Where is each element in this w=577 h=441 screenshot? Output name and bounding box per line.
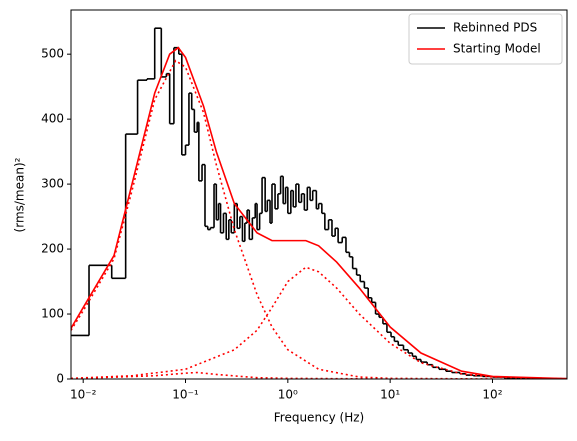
y-tick-label: 500 (41, 47, 64, 61)
legend-label: Starting Model (453, 42, 541, 56)
x-tick-label: 10¹ (380, 388, 400, 402)
y-tick-label: 100 (41, 307, 64, 321)
legend-label: Rebinned PDS (453, 21, 537, 35)
model-line (71, 46, 567, 379)
y-axis-label: (rms/mean)² (13, 157, 27, 232)
component-line (71, 371, 391, 379)
x-tick-label: 10⁻² (70, 388, 97, 402)
y-tick-label: 0 (56, 372, 64, 386)
x-tick-label: 10⁻¹ (172, 388, 199, 402)
legend-box (408, 13, 563, 65)
x-tick-label: 10² (482, 388, 502, 402)
x-axis-label: Frequency (Hz) (274, 411, 365, 425)
y-tick-label: 200 (41, 242, 64, 256)
component-line (71, 59, 493, 379)
y-tick-label: 400 (41, 112, 64, 126)
x-tick-label: 10⁰ (278, 388, 298, 402)
component-line (71, 266, 567, 379)
plot-area (71, 27, 567, 379)
y-tick-label: 300 (41, 177, 64, 191)
axes-frame (70, 9, 568, 380)
